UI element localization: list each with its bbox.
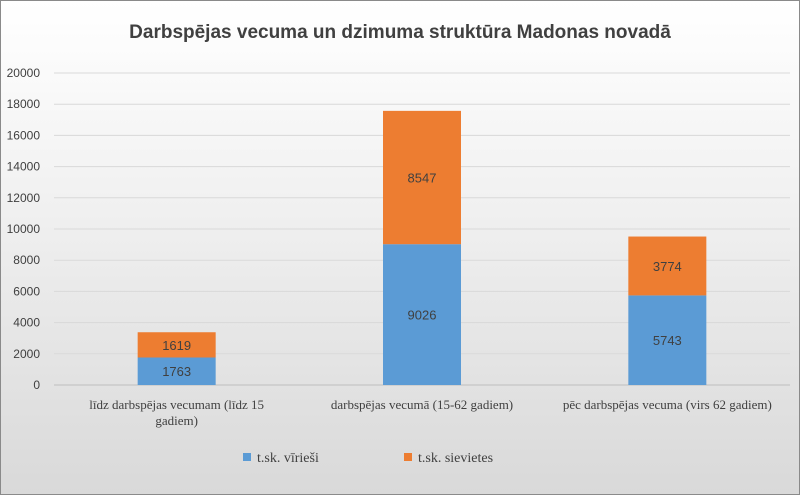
y-tick-label: 16000 — [7, 128, 41, 142]
data-label: 5743 — [653, 333, 682, 348]
chart-title: Darbspējas vecuma un dzimuma struktūra M… — [129, 22, 671, 43]
y-tick-label: 2000 — [13, 347, 40, 361]
y-tick-label: 20000 — [7, 66, 41, 80]
legend-swatch — [243, 453, 251, 461]
bar-segment — [137, 357, 216, 385]
y-tick-label: 12000 — [7, 191, 41, 205]
bar-segment — [383, 110, 461, 245]
y-tick-label: 6000 — [13, 284, 40, 298]
legend-label: t.sk. sievietes — [418, 451, 493, 466]
bar-segment — [137, 332, 216, 358]
legend-label: t.sk. vīrieši — [257, 451, 319, 466]
y-tick-label: 18000 — [7, 97, 41, 111]
y-tick-label: 0 — [33, 378, 40, 392]
data-label: 9026 — [408, 308, 437, 323]
legend-swatch — [404, 453, 412, 461]
y-tick-label: 10000 — [7, 222, 41, 236]
y-tick-label: 8000 — [13, 253, 40, 267]
y-axis-ticks: 0 2000 4000 6000 8000 10000 12000 14000 16000 180… — [7, 66, 41, 392]
data-label: 1763 — [162, 364, 191, 379]
bars: 1763 1619 9026 8547 5743 3774 — [137, 110, 707, 385]
x-tick-label: gadiem) — [155, 413, 198, 428]
y-tick-label: 14000 — [7, 160, 41, 174]
y-tick-label: 4000 — [13, 316, 40, 330]
x-tick-label: darbspējas vecumā (15-62 gadiem) — [331, 397, 513, 412]
x-tick-label: līdz darbspējas vecumam (līdz 15 — [89, 397, 264, 412]
bar-segment — [628, 236, 707, 296]
bar-segment — [628, 295, 707, 385]
legend: t.sk. vīrieši t.sk. sievietes — [243, 451, 493, 466]
x-tick-label: pēc darbspējas vecuma (virs 62 gadiem) — [563, 397, 772, 412]
data-label: 8547 — [408, 171, 437, 186]
data-label: 1619 — [162, 338, 191, 353]
bar-segment — [383, 244, 461, 385]
data-label: 3774 — [653, 259, 682, 274]
